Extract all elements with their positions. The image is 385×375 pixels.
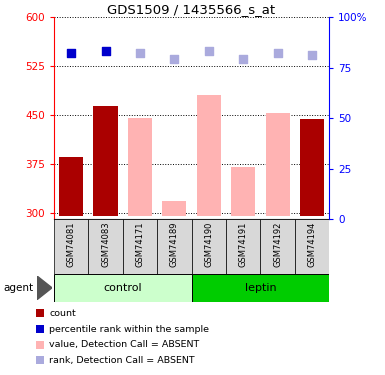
Bar <box>295 219 329 274</box>
Bar <box>260 219 295 274</box>
Text: GSM74189: GSM74189 <box>170 221 179 267</box>
Bar <box>94 106 117 216</box>
Point <box>309 53 315 58</box>
Bar <box>157 219 192 274</box>
Bar <box>59 158 83 216</box>
Title: GDS1509 / 1435566_s_at: GDS1509 / 1435566_s_at <box>107 3 276 16</box>
Bar <box>36 309 44 317</box>
Text: GSM74192: GSM74192 <box>273 221 282 267</box>
Point <box>275 50 281 56</box>
Bar <box>36 325 44 333</box>
Bar <box>192 274 329 302</box>
Text: GSM74171: GSM74171 <box>136 221 144 267</box>
Bar <box>36 341 44 348</box>
Bar <box>54 274 192 302</box>
Text: count: count <box>49 309 76 318</box>
Text: control: control <box>104 283 142 293</box>
Bar <box>88 219 123 274</box>
Text: GSM74194: GSM74194 <box>308 221 316 267</box>
Polygon shape <box>37 276 52 300</box>
Bar <box>231 167 255 216</box>
Bar <box>123 219 157 274</box>
Point <box>171 56 177 62</box>
Bar <box>192 219 226 274</box>
Bar <box>266 113 290 216</box>
Point <box>206 48 212 54</box>
Point <box>240 56 246 62</box>
Bar <box>128 118 152 216</box>
Bar <box>300 119 324 216</box>
Text: percentile rank within the sample: percentile rank within the sample <box>49 325 209 334</box>
Text: GSM74191: GSM74191 <box>239 221 248 267</box>
Bar <box>162 201 186 216</box>
Text: agent: agent <box>4 283 34 293</box>
Bar <box>226 219 260 274</box>
Bar <box>54 219 88 274</box>
Text: GSM74081: GSM74081 <box>67 221 75 267</box>
Point <box>68 50 74 56</box>
Bar <box>36 357 44 364</box>
Text: leptin: leptin <box>244 283 276 293</box>
Point <box>102 48 109 54</box>
Text: value, Detection Call = ABSENT: value, Detection Call = ABSENT <box>49 340 199 350</box>
Bar <box>197 95 221 216</box>
Text: GSM74083: GSM74083 <box>101 221 110 267</box>
Text: GSM74190: GSM74190 <box>204 221 213 267</box>
Text: rank, Detection Call = ABSENT: rank, Detection Call = ABSENT <box>49 356 195 365</box>
Point <box>137 50 143 56</box>
